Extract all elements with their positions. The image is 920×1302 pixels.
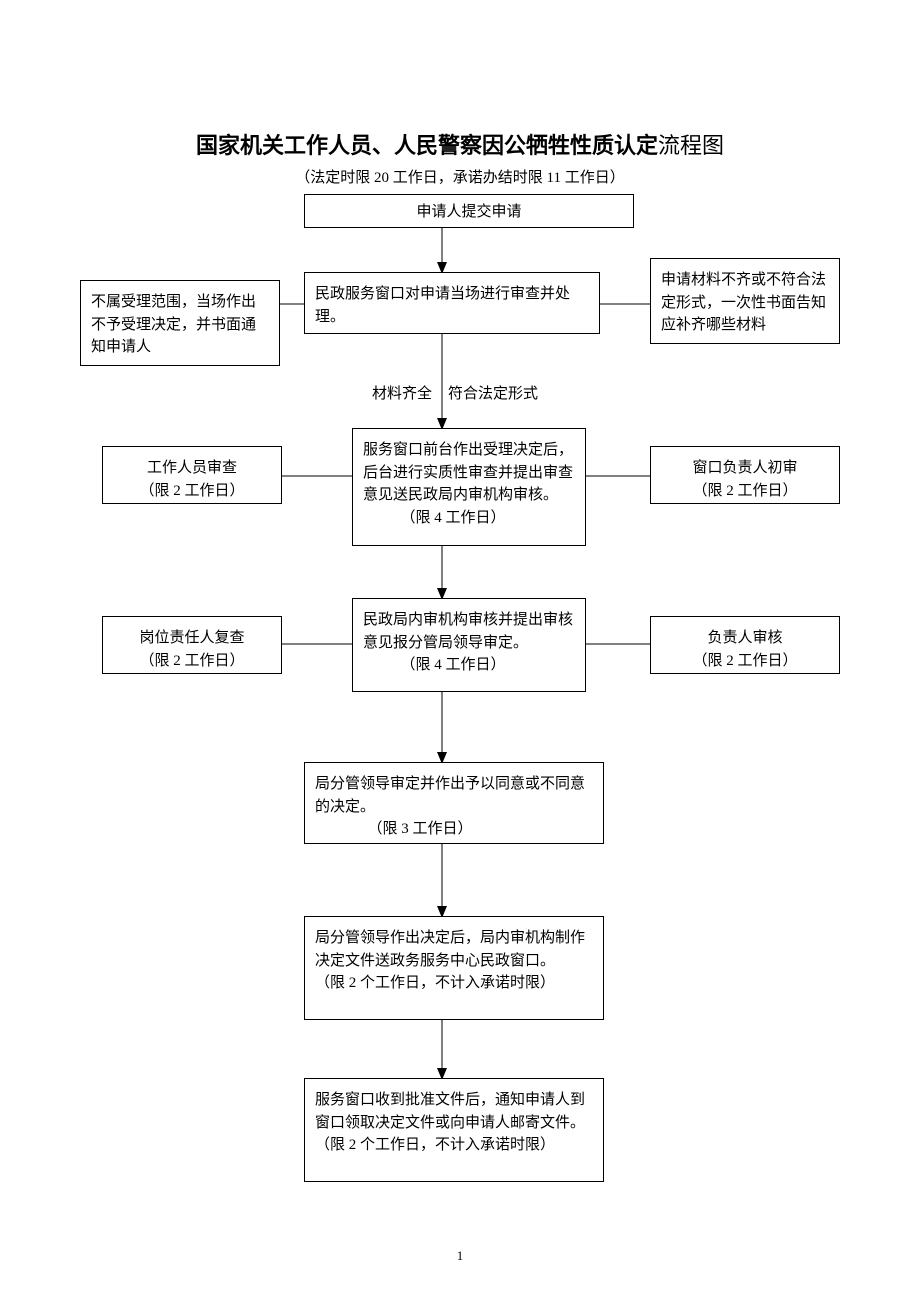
node-notify-applicant: 服务窗口收到批准文件后，通知申请人到窗口领取决定文件或向申请人邮寄文件。 （限 … (304, 1078, 604, 1182)
node-text: 民政局内审机构审核并提出审核意见报分管局领导审定。 （限 4 工作日） (363, 609, 575, 677)
node-text: 局分管领导审定并作出予以同意或不同意的决定。 （限 3 工作日） (315, 773, 593, 841)
edge-label-legal-form: 符合法定形式 (448, 382, 538, 403)
node-text: 不属受理范围，当场作出不予受理决定，并书面通知申请人 (91, 291, 269, 359)
node-staff-review: 工作人员审查 （限 2 工作日） (102, 446, 282, 504)
node-responsible-review: 负责人审核 （限 2 工作日） (650, 616, 840, 674)
node-incomplete-materials: 申请材料不齐或不符合法定形式，一次性书面告知应补齐哪些材料 (650, 258, 840, 344)
node-internal-audit: 民政局内审机构审核并提出审核意见报分管局领导审定。 （限 4 工作日） (352, 598, 586, 692)
node-reject-out-of-scope: 不属受理范围，当场作出不予受理决定，并书面通知申请人 (80, 280, 280, 366)
page-subtitle: （法定时限 20 工作日，承诺办结时限 11 工作日） (0, 166, 920, 187)
node-leader-decision: 局分管领导审定并作出予以同意或不同意的决定。 （限 3 工作日） (304, 762, 604, 844)
node-text: 窗口负责人初审 （限 2 工作日） (661, 457, 829, 502)
node-text: 服务窗口收到批准文件后，通知申请人到窗口领取决定文件或向申请人邮寄文件。 （限 … (315, 1089, 593, 1157)
node-accept-and-substantive-review: 服务窗口前台作出受理决定后，后台进行实质性审查并提出审查意见送民政局内审机构审核… (352, 428, 586, 546)
node-text: 服务窗口前台作出受理决定后，后台进行实质性审查并提出审查意见送民政局内审机构审核… (363, 439, 575, 529)
node-text: 负责人审核 （限 2 工作日） (661, 627, 829, 672)
node-text: 局分管领导作出决定后，局内审机构制作决定文件送政务服务中心民政窗口。 （限 2 … (315, 927, 593, 995)
title-plain: 流程图 (658, 133, 724, 158)
page: 国家机关工作人员、人民警察因公牺牲性质认定流程图 （法定时限 20 工作日，承诺… (0, 0, 920, 1302)
title-bold: 国家机关工作人员、人民警察因公牺牲性质认定 (196, 133, 658, 158)
node-text: 申请材料不齐或不符合法定形式，一次性书面告知应补齐哪些材料 (661, 269, 829, 337)
node-produce-decision-document: 局分管领导作出决定后，局内审机构制作决定文件送政务服务中心民政窗口。 （限 2 … (304, 916, 604, 1020)
node-window-review: 民政服务窗口对申请当场进行审查并处理。 (304, 272, 600, 334)
page-number: 1 (0, 1248, 920, 1264)
node-text: 岗位责任人复查 （限 2 工作日） (113, 627, 271, 672)
node-text: 工作人员审查 （限 2 工作日） (113, 457, 271, 502)
node-window-head-initial-review: 窗口负责人初审 （限 2 工作日） (650, 446, 840, 504)
node-post-responsible-recheck: 岗位责任人复查 （限 2 工作日） (102, 616, 282, 674)
edge-label-materials-complete: 材料齐全 (372, 382, 432, 403)
node-submit-application: 申请人提交申请 (304, 194, 634, 228)
node-text: 民政服务窗口对申请当场进行审查并处理。 (315, 283, 589, 328)
page-title: 国家机关工作人员、人民警察因公牺牲性质认定流程图 (0, 128, 920, 160)
node-text: 申请人提交申请 (311, 201, 627, 224)
